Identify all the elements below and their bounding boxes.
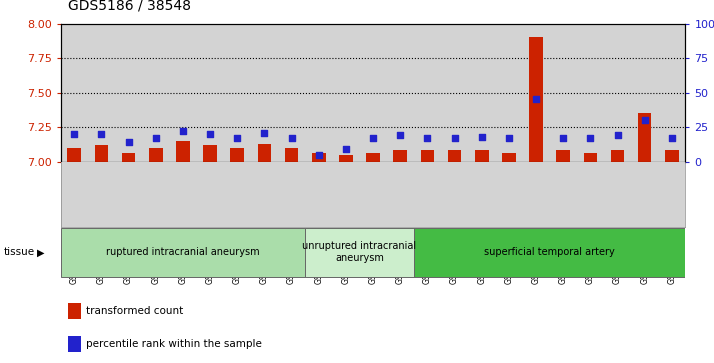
Point [612,132,623,138]
Text: ▶: ▶ [37,247,45,257]
FancyBboxPatch shape [305,228,414,277]
Text: superficial temporal artery: superficial temporal artery [484,247,615,257]
Point [503,135,515,141]
Text: GDS5186 / 38548: GDS5186 / 38548 [68,0,191,13]
Text: tissue: tissue [4,247,35,257]
Bar [258,144,271,162]
Point [585,135,596,141]
Bar [285,148,298,162]
Point [258,130,270,135]
FancyBboxPatch shape [61,228,305,277]
Bar [556,151,570,162]
Bar [393,151,407,162]
Bar [312,153,326,162]
Bar [610,151,624,162]
Bar [95,145,109,162]
Text: ruptured intracranial aneurysm: ruptured intracranial aneurysm [106,247,260,257]
Point [449,135,461,141]
Point [558,135,569,141]
Bar [149,148,163,162]
Point [123,139,134,145]
Bar [339,155,353,162]
Text: percentile rank within the sample: percentile rank within the sample [86,339,261,349]
Bar [366,153,380,162]
Point [422,135,433,141]
Point [231,135,243,141]
Text: transformed count: transformed count [86,306,183,317]
Point [69,131,80,137]
Bar [122,153,136,162]
Bar [583,153,597,162]
Bar [421,151,434,162]
Bar [68,148,81,162]
Bar [448,151,461,162]
Point [286,135,297,141]
FancyBboxPatch shape [414,228,685,277]
Bar [638,113,651,162]
Bar [203,145,217,162]
Point [204,131,216,137]
Text: unruptured intracranial
aneurysm: unruptured intracranial aneurysm [303,241,416,263]
Point [639,117,650,123]
Point [367,135,378,141]
Point [177,128,188,134]
Point [96,131,107,137]
Point [666,135,678,141]
Bar [529,37,543,162]
Point [476,134,488,140]
Point [313,152,324,158]
Bar [475,151,488,162]
Point [150,135,161,141]
Bar [176,141,190,162]
Point [531,97,542,102]
Bar [231,148,244,162]
Point [395,132,406,138]
Bar [502,153,516,162]
Point [340,146,351,152]
Bar [665,151,678,162]
